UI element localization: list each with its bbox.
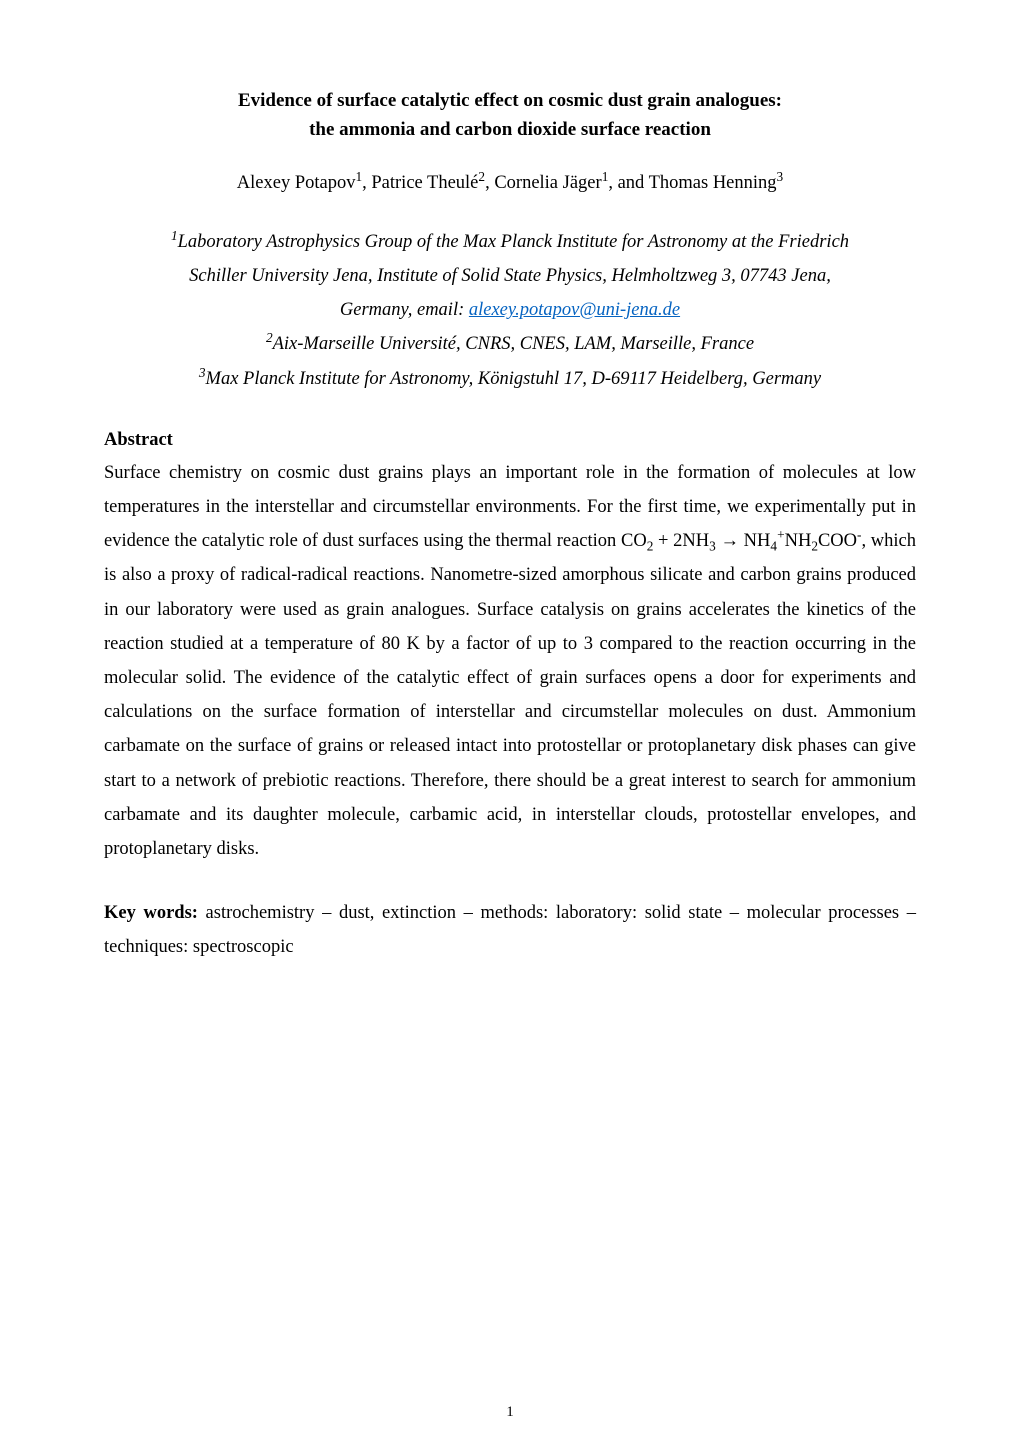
affil-line-1: 1Laboratory Astrophysics Group of the Ma… [104, 225, 916, 259]
affil-line-3: Germany, email: alexey.potapov@uni-jena.… [104, 293, 916, 327]
affil-3-pre: Germany, email: [340, 300, 469, 320]
authors-line: Alexey Potapov1, Patrice Theulé2, Cornel… [104, 173, 916, 195]
affil-1-sup: 1 [171, 228, 178, 243]
abstract-heading: Abstract [104, 430, 916, 452]
title-line-2: the ammonia and carbon dioxide surface r… [104, 115, 916, 144]
abstract-seg-b: + 2NH [653, 531, 709, 551]
page-number: 1 [0, 1404, 1020, 1422]
affil-line-2: Schiller University Jena, Institute of S… [104, 259, 916, 293]
affil-2-sup: 2 [266, 330, 273, 345]
affiliations-block: 1Laboratory Astrophysics Group of the Ma… [104, 225, 916, 396]
keywords-label: Key words: [104, 903, 198, 923]
nh3-sub: 3 [709, 539, 716, 554]
affil-line-5: 3Max Planck Institute for Astronomy, Kön… [104, 362, 916, 396]
abstract-seg-c: → NH [716, 531, 771, 551]
affil-3-sup: 3 [199, 364, 206, 379]
author-1: Alexey Potapov [237, 173, 356, 193]
author-sep-1: , Patrice Theulé [362, 173, 478, 193]
author-sep-2: , Cornelia Jäger [485, 173, 602, 193]
abstract-seg-d: NH [785, 531, 812, 551]
abstract-seg-e: COO [818, 531, 857, 551]
keywords-block: Key words: astrochemistry – dust, extinc… [104, 896, 916, 964]
title-line-1: Evidence of surface catalytic effect on … [104, 86, 916, 115]
author-4-affil-sup: 3 [777, 169, 784, 184]
keywords-text: astrochemistry – dust, extinction – meth… [104, 903, 916, 957]
affil-5-text: Max Planck Institute for Astronomy, Köni… [206, 369, 822, 389]
title-block: Evidence of surface catalytic effect on … [104, 86, 916, 145]
affil-1-text: Laboratory Astrophysics Group of the Max… [178, 232, 849, 252]
nh4-plus-sup: + [777, 527, 785, 542]
abstract-body: Surface chemistry on cosmic dust grains … [104, 456, 916, 867]
abstract-seg-f: , which is also a proxy of radical-radic… [104, 531, 916, 859]
corresponding-email-link[interactable]: alexey.potapov@uni-jena.de [469, 300, 680, 320]
affil-line-4: 2Aix-Marseille Université, CNRS, CNES, L… [104, 327, 916, 361]
nh2-sub: 2 [811, 539, 818, 554]
affil-4-text: Aix-Marseille Université, CNRS, CNES, LA… [273, 334, 754, 354]
author-sep-3: , and Thomas Henning [608, 173, 776, 193]
